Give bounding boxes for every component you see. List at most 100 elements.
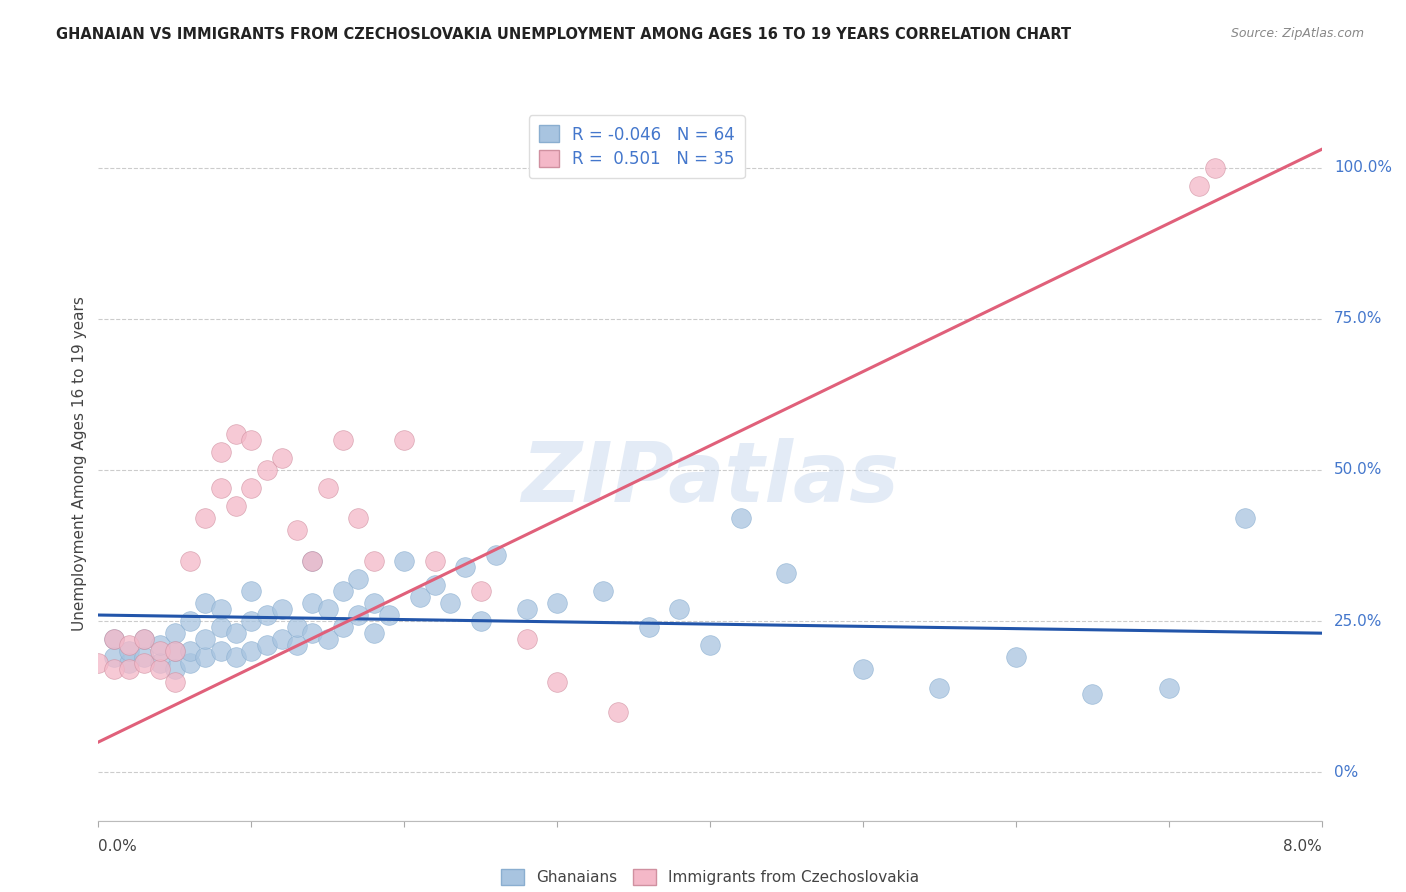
Text: 0.0%: 0.0% — [98, 838, 138, 854]
Point — [668, 602, 690, 616]
Point — [408, 590, 430, 604]
Point — [363, 626, 385, 640]
Legend: Ghanaians, Immigrants from Czechoslovakia: Ghanaians, Immigrants from Czechoslovaki… — [495, 863, 925, 891]
Point — [285, 620, 308, 634]
Point — [149, 638, 172, 652]
Point — [1081, 687, 1104, 701]
Point — [179, 553, 201, 567]
Point — [423, 578, 446, 592]
Point — [699, 638, 721, 652]
Point — [118, 638, 141, 652]
Point — [163, 644, 186, 658]
Point — [270, 450, 294, 465]
Point — [392, 553, 416, 567]
Point — [592, 583, 614, 598]
Point — [240, 481, 263, 495]
Point — [423, 553, 446, 567]
Point — [134, 650, 156, 665]
Point — [363, 553, 385, 567]
Point — [285, 524, 308, 538]
Point — [270, 632, 294, 647]
Point — [240, 644, 263, 658]
Point — [209, 620, 232, 634]
Point — [209, 444, 232, 458]
Point — [546, 596, 568, 610]
Point — [1234, 511, 1257, 525]
Point — [194, 511, 217, 525]
Text: 0%: 0% — [1334, 764, 1358, 780]
Point — [316, 632, 339, 647]
Point — [179, 657, 201, 671]
Point — [392, 433, 416, 447]
Point — [285, 638, 308, 652]
Text: ZIPatlas: ZIPatlas — [522, 438, 898, 518]
Point — [240, 583, 263, 598]
Point — [103, 632, 125, 647]
Point — [470, 614, 492, 628]
Point — [439, 596, 461, 610]
Point — [240, 614, 263, 628]
Text: 25.0%: 25.0% — [1334, 614, 1382, 629]
Point — [516, 632, 538, 647]
Point — [240, 433, 263, 447]
Point — [1188, 178, 1211, 193]
Point — [332, 583, 354, 598]
Point — [270, 602, 294, 616]
Point — [316, 602, 339, 616]
Point — [332, 433, 354, 447]
Point — [225, 626, 247, 640]
Point — [118, 663, 141, 677]
Point — [607, 705, 630, 719]
Point — [225, 426, 247, 441]
Point — [332, 620, 354, 634]
Point — [209, 644, 232, 658]
Text: 75.0%: 75.0% — [1334, 311, 1382, 326]
Point — [209, 602, 232, 616]
Point — [852, 663, 875, 677]
Point — [301, 553, 323, 567]
Point — [454, 559, 477, 574]
Point — [347, 607, 370, 622]
Point — [118, 644, 141, 658]
Point — [316, 481, 339, 495]
Y-axis label: Unemployment Among Ages 16 to 19 years: Unemployment Among Ages 16 to 19 years — [72, 296, 87, 632]
Point — [256, 607, 278, 622]
Text: GHANAIAN VS IMMIGRANTS FROM CZECHOSLOVAKIA UNEMPLOYMENT AMONG AGES 16 TO 19 YEAR: GHANAIAN VS IMMIGRANTS FROM CZECHOSLOVAK… — [56, 27, 1071, 42]
Point — [134, 632, 156, 647]
Point — [637, 620, 661, 634]
Point — [163, 626, 186, 640]
Point — [103, 650, 125, 665]
Point — [347, 511, 370, 525]
Text: 100.0%: 100.0% — [1334, 160, 1392, 175]
Point — [179, 614, 201, 628]
Point — [363, 596, 385, 610]
Point — [163, 674, 186, 689]
Point — [347, 572, 370, 586]
Point — [378, 607, 401, 622]
Point — [928, 681, 950, 695]
Point — [1004, 650, 1026, 665]
Text: 8.0%: 8.0% — [1282, 838, 1322, 854]
Point — [301, 553, 323, 567]
Point — [256, 638, 278, 652]
Point — [134, 657, 156, 671]
Point — [225, 650, 247, 665]
Point — [730, 511, 752, 525]
Point — [194, 632, 217, 647]
Point — [225, 499, 247, 513]
Point — [163, 644, 186, 658]
Point — [485, 548, 508, 562]
Point — [301, 626, 323, 640]
Point — [149, 644, 172, 658]
Text: Source: ZipAtlas.com: Source: ZipAtlas.com — [1230, 27, 1364, 40]
Point — [301, 596, 323, 610]
Point — [118, 657, 141, 671]
Point — [194, 596, 217, 610]
Point — [1204, 161, 1226, 175]
Text: 50.0%: 50.0% — [1334, 462, 1382, 477]
Point — [149, 657, 172, 671]
Point — [163, 663, 186, 677]
Point — [470, 583, 492, 598]
Point — [209, 481, 232, 495]
Point — [194, 650, 217, 665]
